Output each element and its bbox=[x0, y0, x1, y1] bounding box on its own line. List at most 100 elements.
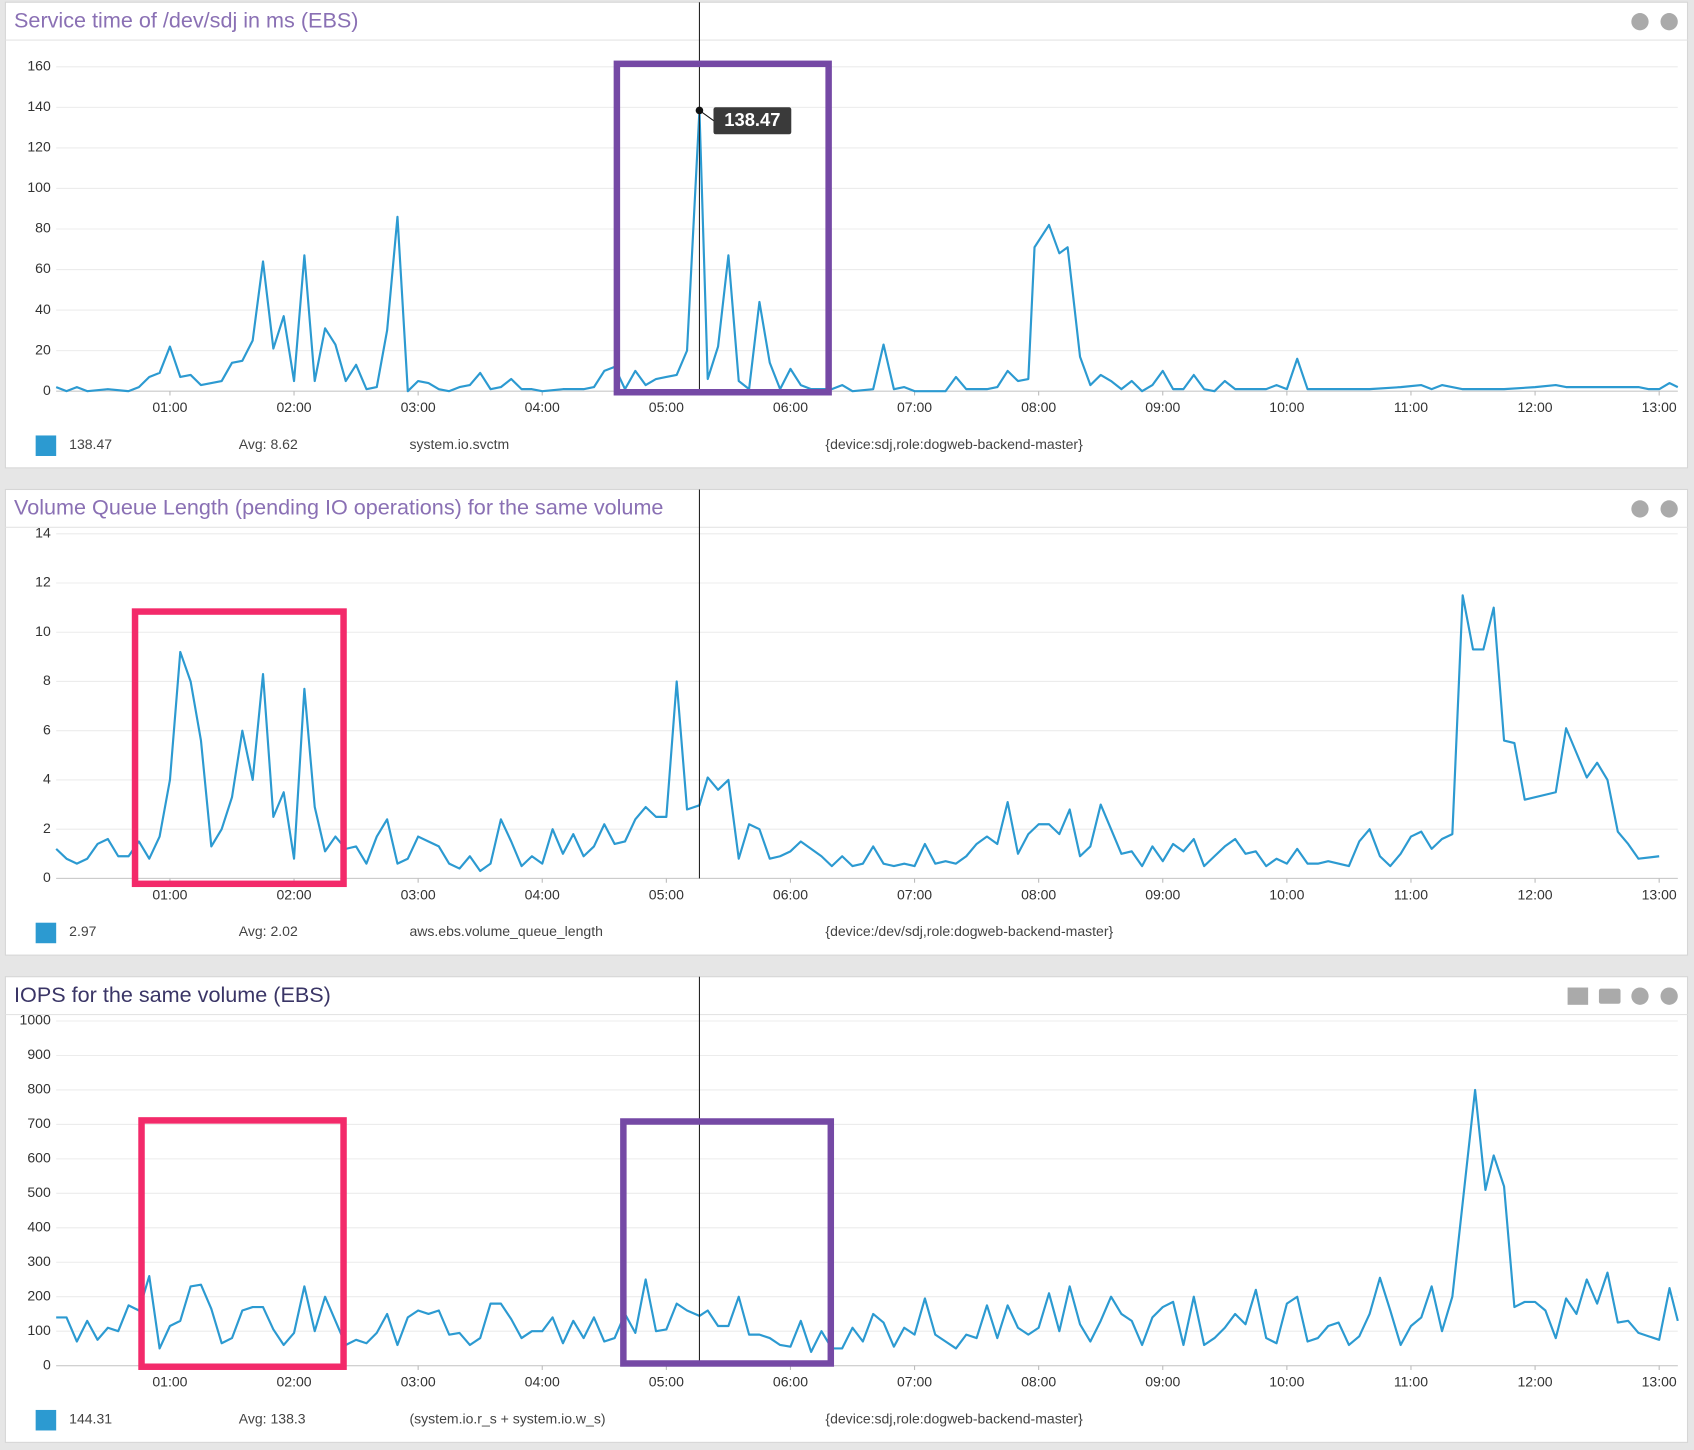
x-tick-label: 07:00 bbox=[897, 886, 932, 902]
y-tick-label: 0 bbox=[43, 1356, 51, 1372]
tooltip-box bbox=[713, 107, 792, 135]
x-tick-label: 03:00 bbox=[401, 886, 436, 902]
x-tick-label: 12:00 bbox=[1518, 1374, 1553, 1390]
expand-icon[interactable] bbox=[1567, 987, 1589, 1005]
x-tick-label: 07:00 bbox=[897, 1374, 932, 1390]
settings-icon[interactable] bbox=[1631, 500, 1649, 518]
legend-metric: aws.ebs.volume_queue_length bbox=[409, 923, 602, 939]
y-tick-label: 900 bbox=[27, 1046, 51, 1062]
x-tick-label: 03:00 bbox=[401, 1374, 436, 1390]
y-tick-label: 8 bbox=[43, 672, 51, 688]
x-tick-label: 11:00 bbox=[1394, 1374, 1428, 1390]
y-tick-label: 40 bbox=[35, 301, 51, 317]
y-tick-label: 80 bbox=[35, 220, 51, 236]
y-tick-label: 500 bbox=[27, 1184, 51, 1200]
panel: Volume Queue Length (pending IO operatio… bbox=[4, 488, 1689, 956]
tooltip-label: 138.47 bbox=[724, 109, 780, 130]
chart-title: Volume Queue Length (pending IO operatio… bbox=[14, 495, 663, 520]
x-tick-label: 09:00 bbox=[1145, 886, 1180, 902]
y-tick-label: 1000 bbox=[20, 1012, 51, 1028]
x-tick-label: 06:00 bbox=[773, 399, 808, 415]
highlight-box bbox=[613, 60, 832, 396]
x-tick-label: 08:00 bbox=[1021, 886, 1056, 902]
x-tick-label: 04:00 bbox=[525, 886, 560, 902]
series-line bbox=[56, 1088, 1679, 1353]
y-tick-label: 800 bbox=[27, 1081, 51, 1097]
chart-title: IOPS for the same volume (EBS) bbox=[14, 982, 331, 1007]
x-tick-label: 02:00 bbox=[276, 886, 311, 902]
x-tick-label: 05:00 bbox=[649, 886, 684, 902]
highlight-box bbox=[138, 1117, 347, 1370]
x-tick-label: 07:00 bbox=[897, 399, 932, 415]
series-line bbox=[55, 109, 1679, 393]
y-tick-label: 160 bbox=[27, 58, 51, 74]
y-tick-label: 100 bbox=[27, 1322, 51, 1338]
series-line bbox=[55, 594, 1660, 873]
legend-swatch bbox=[35, 922, 57, 944]
close-icon[interactable] bbox=[1660, 500, 1678, 518]
legend-avg: Avg: 2.02 bbox=[239, 923, 298, 939]
x-tick-label: 13:00 bbox=[1642, 886, 1677, 902]
highlight-box bbox=[620, 1118, 835, 1367]
panel-frame bbox=[4, 488, 1689, 956]
x-tick-label: 01:00 bbox=[152, 1374, 187, 1390]
close-icon[interactable] bbox=[1660, 987, 1678, 1005]
y-tick-label: 60 bbox=[35, 260, 51, 276]
y-tick-label: 700 bbox=[27, 1115, 51, 1131]
legend-current: 144.31 bbox=[69, 1410, 112, 1426]
x-tick-label: 04:00 bbox=[525, 399, 560, 415]
x-tick-label: 08:00 bbox=[1021, 1374, 1056, 1390]
y-tick-label: 400 bbox=[27, 1219, 51, 1235]
y-tick-label: 12 bbox=[35, 574, 51, 590]
legend-metric: (system.io.r_s + system.io.w_s) bbox=[409, 1410, 605, 1426]
x-tick-label: 09:00 bbox=[1145, 1374, 1180, 1390]
highlight-box bbox=[131, 608, 347, 888]
x-tick-label: 10:00 bbox=[1269, 886, 1304, 902]
y-tick-label: 300 bbox=[27, 1253, 51, 1269]
x-tick-label: 01:00 bbox=[152, 886, 187, 902]
settings-icon[interactable] bbox=[1631, 987, 1649, 1005]
x-tick-label: 01:00 bbox=[152, 399, 187, 415]
x-tick-label: 05:00 bbox=[649, 399, 684, 415]
y-tick-label: 140 bbox=[27, 98, 51, 114]
y-tick-label: 0 bbox=[43, 869, 51, 885]
snapshot-icon[interactable] bbox=[1598, 988, 1621, 1004]
legend-avg: Avg: 138.3 bbox=[239, 1410, 306, 1426]
x-tick-label: 13:00 bbox=[1642, 399, 1677, 415]
panel-frame bbox=[4, 976, 1689, 1443]
y-tick-label: 4 bbox=[43, 771, 51, 787]
x-tick-label: 08:00 bbox=[1021, 399, 1056, 415]
legend-current: 2.97 bbox=[69, 923, 97, 939]
panel: Service time of /dev/sdj in ms (EBS) 0 20… bbox=[4, 1, 1689, 469]
y-tick-label: 14 bbox=[35, 524, 51, 540]
x-tick-label: 10:00 bbox=[1269, 1374, 1304, 1390]
legend-swatch bbox=[35, 435, 57, 456]
x-tick-label: 03:00 bbox=[401, 399, 436, 415]
legend-tags: {device:sdj,role:dogweb-backend-master} bbox=[825, 1410, 1083, 1426]
x-tick-label: 11:00 bbox=[1394, 886, 1428, 902]
y-tick-label: 2 bbox=[43, 820, 51, 836]
chart-title: Service time of /dev/sdj in ms (EBS) bbox=[14, 7, 358, 32]
annotations bbox=[131, 60, 835, 1370]
x-tick-label: 02:00 bbox=[276, 1374, 311, 1390]
y-tick-label: 6 bbox=[43, 721, 51, 737]
panel-frame bbox=[4, 1, 1689, 469]
legend-swatch bbox=[35, 1409, 57, 1431]
x-tick-label: 12:00 bbox=[1518, 886, 1553, 902]
legend-tags: {device:sdj,role:dogweb-backend-master} bbox=[825, 436, 1083, 452]
close-icon[interactable] bbox=[1660, 13, 1678, 31]
x-tick-label: 06:00 bbox=[773, 886, 808, 902]
settings-icon[interactable] bbox=[1631, 13, 1649, 31]
x-tick-label: 02:00 bbox=[276, 399, 311, 415]
x-tick-label: 10:00 bbox=[1269, 399, 1304, 415]
y-tick-label: 0 bbox=[43, 382, 51, 398]
x-tick-label: 06:00 bbox=[773, 1374, 808, 1390]
panel: IOPS for the same volume (EBS) 0 100 200 30… bbox=[4, 976, 1689, 1443]
tooltip-leader bbox=[699, 110, 715, 122]
legend-metric: system.io.svctm bbox=[409, 436, 509, 452]
x-tick-label: 11:00 bbox=[1394, 399, 1428, 415]
legend-current: 138.47 bbox=[69, 436, 112, 452]
x-tick-label: 05:00 bbox=[649, 1374, 684, 1390]
